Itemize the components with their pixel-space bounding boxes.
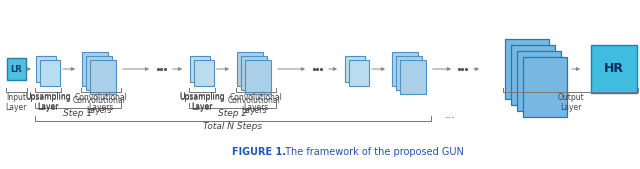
Text: Step 2: Step 2 [218, 109, 247, 118]
Text: Convolutional
Layers: Convolutional Layers [72, 96, 125, 115]
Text: FIGURE 1.: FIGURE 1. [232, 147, 286, 157]
Bar [82, 52, 108, 86]
Bar [6, 58, 26, 80]
Text: Input
Layer: Input Layer [5, 93, 27, 112]
Bar [392, 52, 418, 86]
Text: Output
Layer: Output Layer [557, 93, 584, 112]
Bar [194, 60, 214, 86]
Bar [345, 56, 365, 82]
Bar [90, 60, 116, 94]
Bar [511, 45, 555, 105]
Bar [36, 56, 56, 82]
Bar [523, 57, 567, 117]
Bar [190, 56, 210, 82]
Text: Convolutional
Layers: Convolutional Layers [75, 93, 127, 112]
Text: Upsampling
Layer: Upsampling Layer [25, 92, 71, 111]
Bar [86, 56, 112, 90]
Text: Total N Steps: Total N Steps [204, 122, 262, 131]
Bar [400, 60, 426, 94]
Text: Convolutional
Layers: Convolutional Layers [228, 96, 280, 115]
Text: Upsampling
Layer: Upsampling Layer [179, 93, 225, 112]
Bar [505, 39, 549, 99]
Text: Convolutional
Layers: Convolutional Layers [230, 93, 282, 112]
Bar [591, 45, 637, 93]
Bar [517, 51, 561, 111]
Text: HR: HR [604, 63, 624, 76]
Text: ...: ... [445, 110, 456, 120]
Bar [396, 56, 422, 90]
Bar [349, 60, 369, 86]
Text: LR: LR [10, 65, 22, 74]
Text: The framework of the proposed GUN: The framework of the proposed GUN [282, 147, 464, 157]
Bar [241, 56, 267, 90]
Bar [40, 60, 60, 86]
Bar [245, 60, 271, 94]
Text: Upsampling
Layer: Upsampling Layer [179, 92, 225, 111]
Text: Step 1: Step 1 [63, 109, 93, 118]
Bar [237, 52, 263, 86]
Text: Upsampling
Layer: Upsampling Layer [25, 93, 71, 112]
